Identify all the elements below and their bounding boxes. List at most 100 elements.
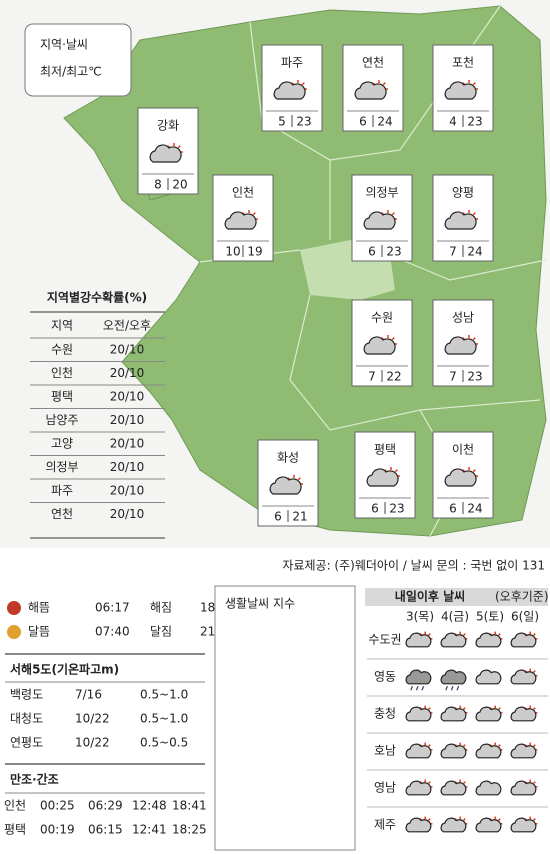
city-card: 연천 6 24 — [342, 44, 404, 132]
cloud — [444, 336, 477, 355]
cloud — [440, 743, 467, 759]
cloud — [273, 81, 306, 100]
sunmoon-cell: 달뜸 — [28, 625, 50, 639]
city-name: 성남 — [452, 311, 474, 325]
city-name: 포천 — [452, 55, 474, 70]
temp-high: 23 — [467, 370, 482, 384]
precip-value: 20/10 — [110, 390, 145, 404]
temp-high: 20 — [172, 178, 187, 192]
temp-high: 23 — [389, 502, 404, 516]
forecast-day: 3(목) — [406, 610, 434, 624]
sun-ray — [394, 469, 398, 473]
sun-ray — [533, 744, 536, 747]
islands-cell: 10/22 — [75, 736, 110, 750]
tides-cell: 00:19 — [40, 823, 75, 837]
forecast-day: 6(일) — [511, 610, 539, 624]
temp-low: 7 — [449, 370, 457, 384]
temp-low: 8 — [154, 178, 162, 192]
temp-low: 6 — [359, 115, 367, 129]
sun-ray — [177, 145, 181, 149]
sun-ray — [301, 82, 305, 86]
precip-value: 20/10 — [110, 484, 145, 498]
sun-ray — [472, 82, 476, 86]
precip-header: 오전/오후 — [103, 319, 151, 333]
sun-ray — [533, 707, 536, 710]
temp-low: 5 — [278, 115, 286, 129]
tides-cell: 06:15 — [88, 823, 123, 837]
city-name: 화성 — [277, 451, 299, 465]
forecast-region: 영남 — [374, 781, 396, 795]
forecast-day: 5(토) — [476, 610, 504, 624]
city-name: 평택 — [374, 443, 396, 457]
rain-drop — [456, 685, 460, 691]
rain-drop — [410, 685, 413, 691]
temp-high: 24 — [377, 115, 392, 129]
cloud — [440, 632, 467, 648]
city-card: 파주 5 23 — [261, 44, 323, 132]
temp-high: 21 — [292, 510, 307, 524]
temp-high: 23 — [386, 245, 401, 259]
temp-high: 23 — [296, 115, 311, 129]
cloud — [440, 817, 467, 833]
sun-ray — [533, 781, 536, 784]
cloud — [475, 632, 502, 648]
cloud — [475, 669, 502, 685]
city-name: 강화 — [157, 119, 179, 133]
tides-title: 만조·간조 — [10, 772, 59, 787]
temp-high: 23 — [467, 115, 482, 129]
city-name: 양평 — [452, 186, 474, 200]
sunmoon-cell: 06:17 — [95, 601, 130, 615]
life-panel — [214, 585, 356, 851]
cloud — [440, 669, 467, 685]
precip-region: 의정부 — [45, 460, 78, 474]
cloud — [475, 743, 502, 759]
temp-high: 24 — [467, 502, 482, 516]
temp-low: 6 — [371, 502, 379, 516]
islands-cell: 10/22 — [75, 712, 110, 726]
legend-title: 지역·날씨 — [40, 38, 88, 52]
tides-cell: 12:41 — [132, 823, 167, 837]
forecast-region: 수도권 — [368, 633, 401, 647]
precip-value: 20/10 — [110, 366, 145, 380]
islands-cell: 대청도 — [10, 712, 43, 726]
city-name: 이천 — [452, 442, 474, 457]
cloud — [405, 743, 432, 759]
cloud — [224, 211, 257, 230]
cloud — [440, 706, 467, 722]
rain-drop — [421, 685, 425, 691]
temp-low: 7 — [449, 245, 457, 259]
city-name: 수원 — [371, 311, 393, 325]
tides-cell: 인천 — [4, 798, 26, 813]
cloud — [444, 468, 477, 487]
sun-ray — [472, 212, 476, 216]
islands-cell: 0.5~1.0 — [140, 688, 188, 702]
rain-drop — [445, 685, 448, 691]
sun-ray — [472, 337, 476, 341]
cloud — [269, 476, 302, 495]
sunmoon-cell: 해뜸 — [28, 601, 50, 615]
forecast-header — [365, 588, 548, 606]
forecast-region: 제주 — [374, 818, 396, 832]
precip-region: 고양 — [51, 437, 73, 451]
sun-ray — [463, 633, 466, 636]
sun-ray — [498, 633, 501, 636]
sun-ray — [391, 337, 395, 341]
city-card: 강화 8 20 — [137, 107, 199, 195]
cloud — [444, 81, 477, 100]
city-card: 화성 6 21 — [257, 439, 319, 527]
sun-ray — [428, 781, 431, 784]
tides-cell: 18:41 — [172, 799, 207, 813]
tides-cell: 00:25 — [40, 799, 75, 813]
temp-low: 6 — [449, 502, 457, 516]
cloud — [444, 211, 477, 230]
city-card: 인천 10 19 — [212, 174, 274, 262]
precip-region: 수원 — [51, 343, 73, 357]
forecast-day: 4(금) — [441, 610, 469, 624]
sun-ray — [463, 707, 466, 710]
tides-cell: 06:29 — [88, 799, 123, 813]
forecast-region: 호남 — [374, 744, 396, 758]
city-card: 성남 7 23 — [432, 299, 494, 387]
precip-region: 인천 — [51, 365, 73, 380]
cloud — [354, 81, 387, 100]
city-card: 의정부 6 23 — [351, 174, 413, 262]
